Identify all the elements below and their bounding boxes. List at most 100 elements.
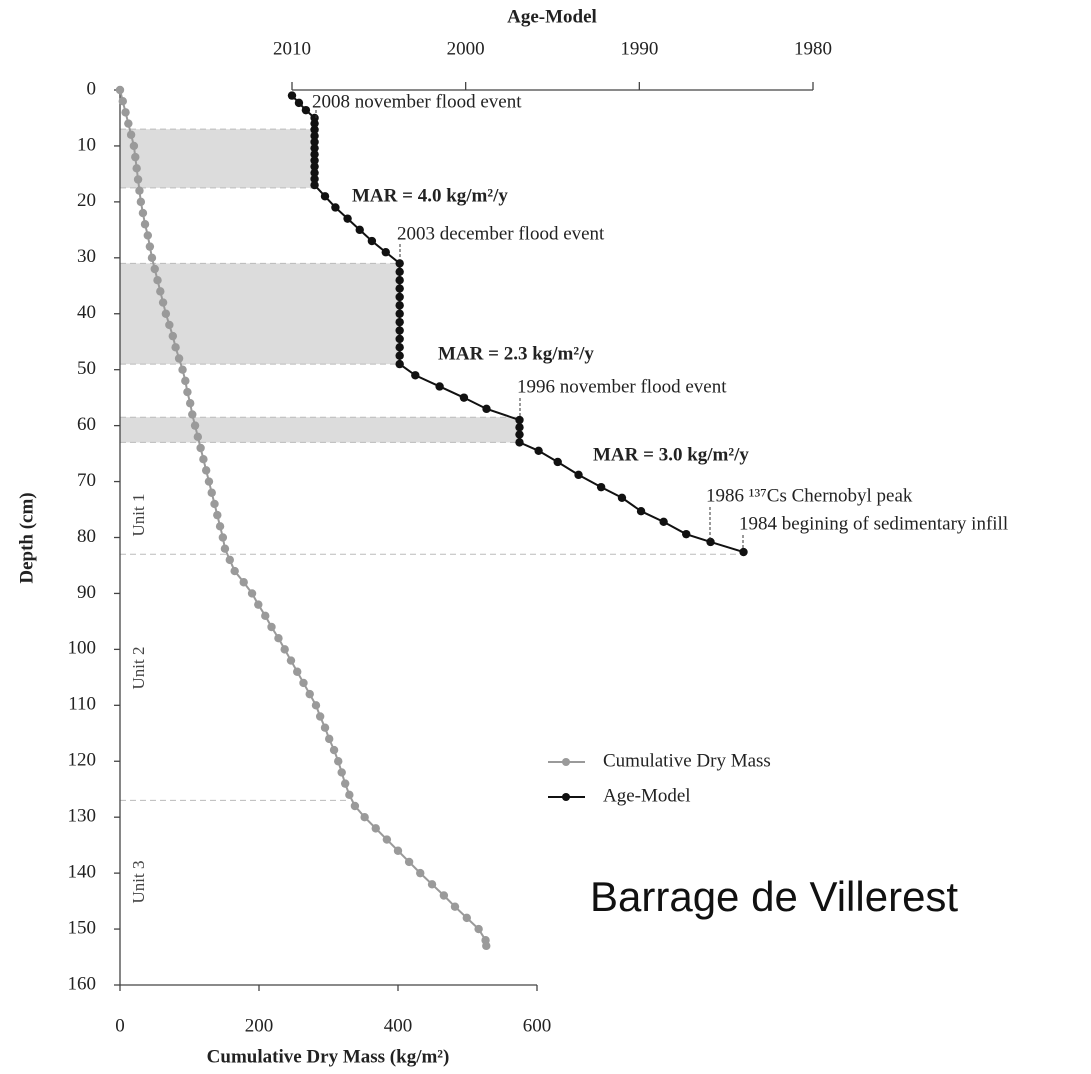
- data-point: [280, 645, 289, 654]
- data-point: [395, 326, 404, 335]
- shaded-band: [120, 129, 315, 188]
- annotation: MAR = 4.0 kg/m²/y: [352, 185, 508, 206]
- data-point: [190, 421, 200, 430]
- data-point: [204, 477, 214, 486]
- data-point: [299, 678, 308, 688]
- x-tick-label: 400: [384, 1015, 413, 1036]
- data-point: [310, 168, 319, 177]
- data-point: [345, 790, 354, 800]
- data-point: [450, 902, 460, 911]
- data-point: [340, 779, 350, 788]
- x-tick-label: 0: [115, 1015, 125, 1036]
- brand-label: Barrage de Villerest: [590, 873, 958, 920]
- legend-label: Age-Model: [603, 785, 691, 806]
- y-tick-label: 120: [68, 750, 97, 771]
- data-point: [143, 231, 152, 240]
- data-point: [132, 164, 141, 173]
- data-point: [382, 835, 392, 844]
- data-point: [183, 387, 192, 397]
- data-point: [305, 689, 314, 699]
- x-tick-label: 600: [523, 1015, 552, 1036]
- data-point: [350, 801, 360, 811]
- data-point: [310, 156, 319, 165]
- data-point: [320, 192, 330, 201]
- data-point: [310, 143, 319, 153]
- data-point: [196, 443, 205, 453]
- chart-title: Age-Model: [507, 6, 597, 27]
- annotation: 1986 ¹³⁷Cs Chernobyl peak: [706, 485, 913, 506]
- series-line: [119, 89, 488, 946]
- data-point: [301, 105, 311, 115]
- data-point: [482, 404, 491, 414]
- data-point: [188, 410, 197, 419]
- data-point: [286, 656, 296, 665]
- x2-tick-label: 1980: [794, 38, 832, 59]
- data-point: [274, 633, 283, 643]
- data-point: [150, 264, 159, 274]
- data-point: [121, 108, 130, 117]
- data-point: [181, 376, 190, 386]
- data-point: [739, 547, 748, 557]
- data-point: [199, 454, 208, 464]
- y-tick-label: 130: [68, 806, 97, 827]
- data-point: [474, 924, 483, 934]
- data-point: [515, 438, 524, 447]
- data-point: [126, 130, 136, 139]
- data-point: [682, 529, 691, 539]
- y-tick-label: 50: [77, 358, 96, 379]
- data-point: [261, 611, 270, 621]
- data-point: [267, 622, 276, 632]
- data-point: [185, 399, 195, 408]
- data-point: [213, 510, 222, 520]
- data-point: [381, 248, 390, 257]
- data-point: [395, 343, 404, 352]
- data-point: [310, 131, 319, 141]
- data-point: [320, 723, 330, 732]
- data-point: [115, 85, 125, 95]
- data-point: [659, 517, 668, 527]
- data-point: [310, 119, 319, 128]
- data-point: [574, 470, 583, 480]
- y-tick-label: 0: [87, 78, 97, 99]
- data-point: [207, 488, 216, 497]
- data-point: [334, 757, 343, 766]
- data-point: [193, 432, 203, 442]
- data-point: [459, 393, 469, 402]
- data-point: [395, 309, 404, 318]
- data-point: [706, 537, 715, 547]
- data-point: [395, 292, 404, 302]
- data-point: [395, 351, 404, 360]
- annotation: 2008 november flood event: [312, 91, 522, 112]
- y-tick-label: 160: [68, 973, 97, 994]
- data-point: [371, 824, 380, 833]
- unit-label: Unit 2: [129, 647, 148, 690]
- data-point: [393, 846, 403, 855]
- data-point: [636, 507, 646, 516]
- data-point: [515, 423, 524, 432]
- data-point: [310, 137, 319, 147]
- y-tick-label: 150: [68, 917, 97, 938]
- data-point: [310, 150, 319, 159]
- y-tick-label: 60: [77, 414, 96, 435]
- data-point: [124, 119, 133, 128]
- annotation: 1984 begining of sedimentary infill: [739, 513, 1008, 534]
- data-point: [439, 891, 449, 900]
- data-point: [147, 253, 157, 263]
- unit-label: Unit 1: [129, 494, 148, 537]
- data-point: [118, 96, 127, 106]
- data-point: [515, 430, 524, 439]
- data-point: [395, 301, 404, 310]
- y-tick-label: 70: [77, 470, 96, 491]
- data-point: [168, 331, 178, 341]
- data-point: [174, 354, 184, 363]
- y-tick-label: 20: [77, 190, 96, 211]
- data-point: [210, 499, 219, 509]
- data-point: [411, 371, 420, 380]
- data-point: [324, 734, 334, 744]
- data-point: [329, 745, 339, 755]
- y-tick-label: 80: [77, 526, 96, 547]
- data-point: [367, 236, 377, 246]
- data-point: [225, 555, 235, 565]
- data-point: [343, 214, 352, 223]
- x-axis-label: Cumulative Dry Mass (kg/m²): [207, 1046, 450, 1067]
